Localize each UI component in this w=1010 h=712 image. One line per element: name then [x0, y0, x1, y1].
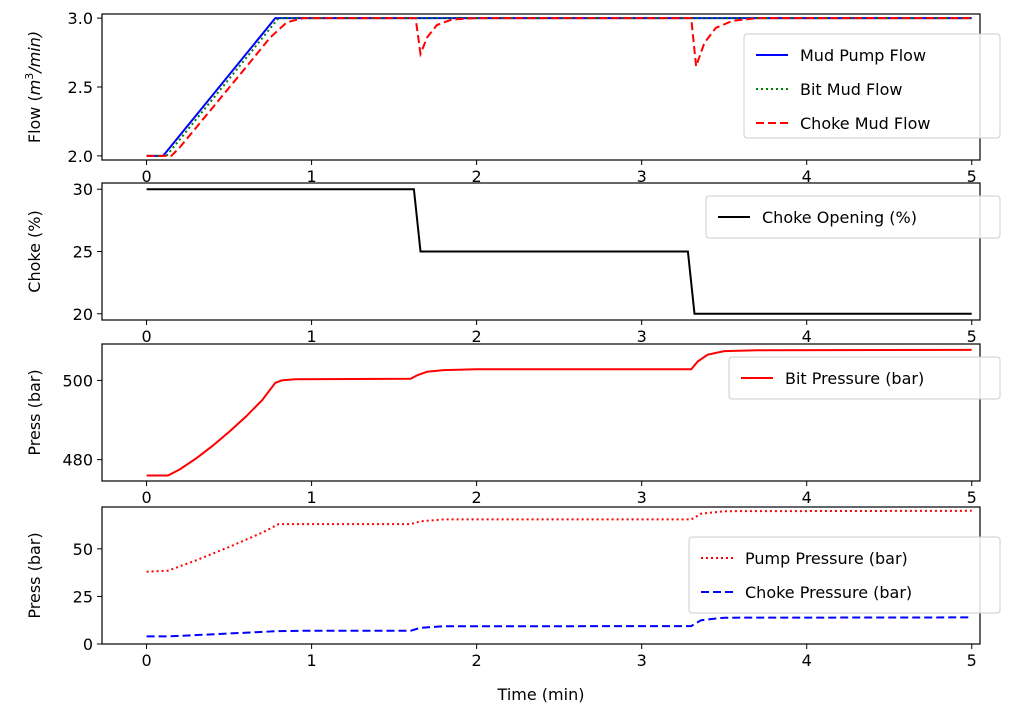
- x-tick-label: 3: [637, 651, 647, 670]
- x-tick-label: 0: [141, 651, 151, 670]
- x-tick-label: 2: [472, 327, 482, 346]
- legend-label: Choke Opening (%): [762, 208, 917, 227]
- y-tick-label: 25: [73, 243, 93, 262]
- y-axis-label: Flow (m3/min): [23, 31, 44, 143]
- x-tick-label: 2: [472, 651, 482, 670]
- legend-label: Bit Pressure (bar): [785, 369, 924, 388]
- series-line-bit-pressure-bar: [146, 348, 972, 477]
- x-tick-label: 4: [802, 327, 812, 346]
- y-axis-label: Press (bar): [25, 532, 44, 618]
- legend: Pump Pressure (bar) Choke Pressure (bar): [688, 536, 1001, 614]
- legend-label: Choke Pressure (bar): [745, 583, 912, 602]
- x-tick-label: 3: [637, 327, 647, 346]
- x-tick-label: 4: [802, 167, 812, 186]
- series-line-pump-pressure-bar: [146, 509, 972, 573]
- legend-box: [743, 33, 1001, 139]
- legend: Mud Pump Flow Bit Mud Flow Choke Mud Flow: [743, 33, 1001, 139]
- y-tick-label: 500: [62, 371, 93, 390]
- legend: Bit Pressure (bar): [728, 356, 1001, 400]
- series-line-choke-opening: [146, 188, 972, 315]
- x-tick-label: 1: [307, 327, 317, 346]
- y-tick-label: 50: [73, 540, 93, 559]
- legend-box: [688, 536, 1001, 614]
- x-tick-label: 5: [967, 167, 977, 186]
- legend-label: Mud Pump Flow: [800, 46, 926, 65]
- y-tick-label: 25: [73, 587, 93, 606]
- x-tick-label: 1: [307, 488, 317, 507]
- legend-label: Choke Mud Flow: [800, 114, 930, 133]
- x-tick-label: 3: [637, 488, 647, 507]
- y-tick-label: 20: [73, 305, 93, 324]
- y-tick-label: 3.0: [68, 9, 93, 28]
- x-tick-label: 2: [472, 167, 482, 186]
- subplot-3: 0 1 2 3 4 5 480 500 Press (bar) Bit Pressure (bar…: [25, 343, 1001, 507]
- x-tick-label: 4: [802, 651, 812, 670]
- series-line-choke-mud-flow: [146, 17, 972, 157]
- x-tick-label: 0: [141, 327, 151, 346]
- x-tick-label: 2: [472, 488, 482, 507]
- y-tick-label: 30: [73, 180, 93, 199]
- legend: Choke Opening (%): [705, 195, 1001, 239]
- x-tick-label: 0: [141, 488, 151, 507]
- series-line-choke-pressure-bar: [146, 616, 972, 638]
- legend-label: Pump Pressure (bar): [745, 549, 908, 568]
- subplot-1: 0 1 2 3 4 5 2.0 2.5 3.0 Flow (m3/min) Mud Pump Flo…: [23, 9, 1001, 186]
- subplot-2: 0 1 2 3 4 5 20 25 30 Choke (%) Choke Opening (%): [25, 180, 1001, 346]
- x-tick-label: 1: [307, 167, 317, 186]
- y-tick-label: 480: [62, 451, 93, 470]
- x-tick-label: 5: [967, 488, 977, 507]
- y-axis-label: Press (bar): [25, 369, 44, 455]
- legend-box: [728, 356, 1001, 400]
- x-tick-label: 3: [637, 167, 647, 186]
- x-tick-label: 0: [141, 167, 151, 186]
- x-tick-label: 5: [967, 327, 977, 346]
- y-tick-label: 0: [83, 635, 93, 654]
- x-tick-label: 5: [967, 651, 977, 670]
- x-tick-label: 4: [802, 488, 812, 507]
- legend-label: Bit Mud Flow: [800, 80, 903, 99]
- y-axis-label: Choke (%): [25, 210, 44, 292]
- x-tick-label: 1: [307, 651, 317, 670]
- y-tick-label: 2.0: [68, 147, 93, 166]
- axes-frame: [101, 343, 981, 482]
- y-tick-label: 2.5: [68, 78, 93, 97]
- x-axis-label: Time (min): [497, 685, 585, 704]
- legend-box: [705, 195, 1001, 239]
